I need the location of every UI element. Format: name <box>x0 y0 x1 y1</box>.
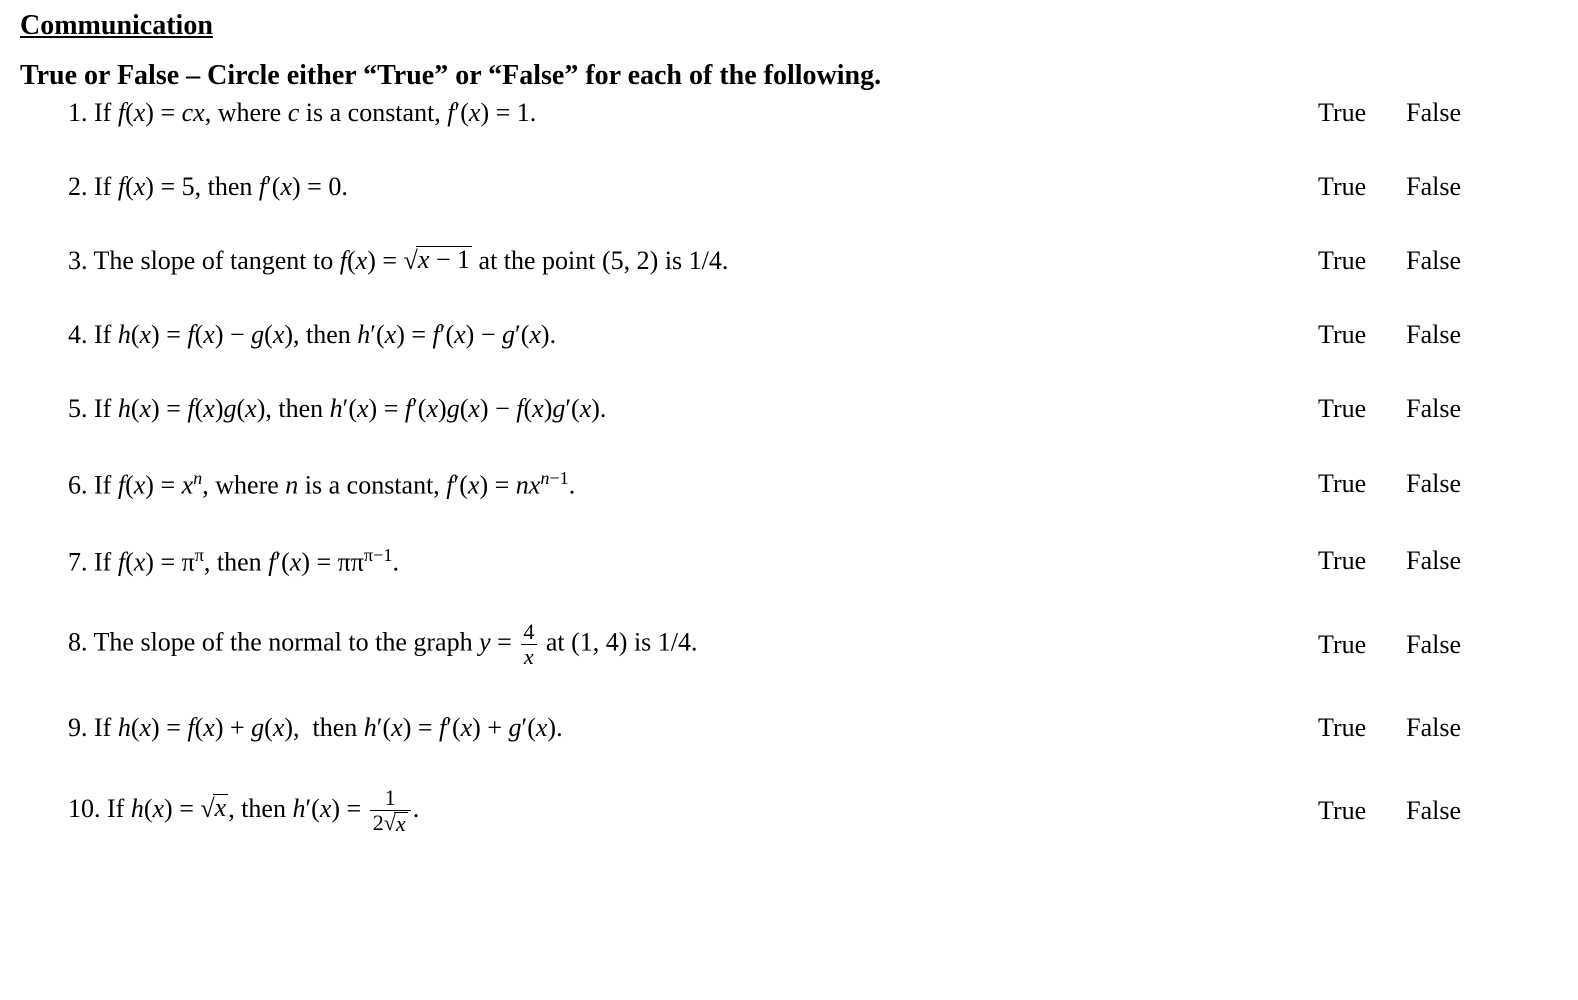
question-row: 5. If h(x) = f(x)g(x), then h′(x) = f′(x… <box>20 394 1558 424</box>
option-false[interactable]: False <box>1406 469 1461 499</box>
option-true[interactable]: True <box>1318 394 1366 424</box>
option-true[interactable]: True <box>1318 98 1366 128</box>
question-row: 9. If h(x) = f(x) + g(x), then h′(x) = f… <box>20 713 1558 743</box>
answer-options: True False <box>1318 546 1558 576</box>
question-row: 2. If f(x) = 5, then f′(x) = 0.True False <box>20 172 1558 202</box>
answer-options: True False <box>1318 469 1558 499</box>
question-row: 6. If f(x) = xn, where n is a constant, … <box>20 468 1558 501</box>
option-false[interactable]: False <box>1406 246 1461 276</box>
answer-options: True False <box>1318 796 1558 826</box>
answer-options: True False <box>1318 246 1558 276</box>
question-text: 9. If h(x) = f(x) + g(x), then h′(x) = f… <box>68 713 1318 743</box>
question-row: 7. If f(x) = ππ, then f′(x) = πππ−1.True… <box>20 545 1558 578</box>
option-true[interactable]: True <box>1318 172 1366 202</box>
question-row: 4. If h(x) = f(x) − g(x), then h′(x) = f… <box>20 320 1558 350</box>
answer-options: True False <box>1318 98 1558 128</box>
option-true[interactable]: True <box>1318 320 1366 350</box>
question-row: 1. If f(x) = cx, where c is a constant, … <box>20 98 1558 128</box>
answer-options: True False <box>1318 630 1558 660</box>
answer-options: True False <box>1318 320 1558 350</box>
option-true[interactable]: True <box>1318 796 1366 826</box>
question-text: 3. The slope of tangent to f(x) = √x − 1… <box>68 246 1318 276</box>
question-row: 8. The slope of the normal to the graph … <box>20 621 1558 668</box>
option-false[interactable]: False <box>1406 394 1461 424</box>
section-title: Communication <box>20 10 1558 42</box>
question-row: 10. If h(x) = √x, then h′(x) = 12√x.True… <box>20 787 1558 835</box>
option-false[interactable]: False <box>1406 630 1461 660</box>
option-false[interactable]: False <box>1406 320 1461 350</box>
question-text: 2. If f(x) = 5, then f′(x) = 0. <box>68 172 1318 202</box>
question-text: 5. If h(x) = f(x)g(x), then h′(x) = f′(x… <box>68 394 1318 424</box>
option-true[interactable]: True <box>1318 546 1366 576</box>
question-text: 7. If f(x) = ππ, then f′(x) = πππ−1. <box>68 545 1318 578</box>
option-false[interactable]: False <box>1406 796 1461 826</box>
question-text: 6. If f(x) = xn, where n is a constant, … <box>68 468 1318 501</box>
question-text: 10. If h(x) = √x, then h′(x) = 12√x. <box>68 787 1318 835</box>
question-text: 8. The slope of the normal to the graph … <box>68 621 1318 668</box>
option-false[interactable]: False <box>1406 98 1461 128</box>
instructions: True or False – Circle either “True” or … <box>20 60 1558 92</box>
option-false[interactable]: False <box>1406 713 1461 743</box>
option-false[interactable]: False <box>1406 172 1461 202</box>
option-true[interactable]: True <box>1318 469 1366 499</box>
option-true[interactable]: True <box>1318 630 1366 660</box>
question-text: 4. If h(x) = f(x) − g(x), then h′(x) = f… <box>68 320 1318 350</box>
answer-options: True False <box>1318 172 1558 202</box>
option-true[interactable]: True <box>1318 713 1366 743</box>
question-row: 3. The slope of tangent to f(x) = √x − 1… <box>20 246 1558 276</box>
question-list: 1. If f(x) = cx, where c is a constant, … <box>20 98 1558 879</box>
option-true[interactable]: True <box>1318 246 1366 276</box>
question-text: 1. If f(x) = cx, where c is a constant, … <box>68 98 1318 128</box>
answer-options: True False <box>1318 394 1558 424</box>
answer-options: True False <box>1318 713 1558 743</box>
option-false[interactable]: False <box>1406 546 1461 576</box>
